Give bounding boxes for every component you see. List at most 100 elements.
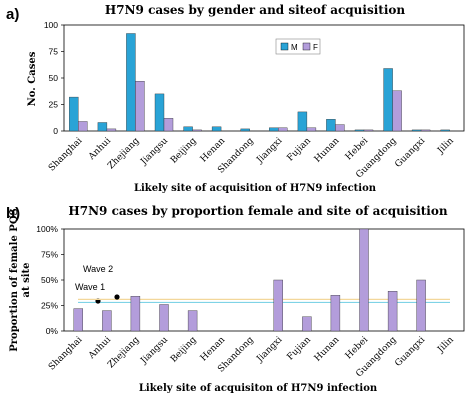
reference-marker-wave-2 bbox=[114, 294, 120, 300]
bar-m-fujian bbox=[297, 111, 308, 132]
chart-b-title: H7N9 cases by proportion female and site… bbox=[68, 204, 447, 218]
y-tick-label: 0 bbox=[53, 126, 58, 136]
chart-a-plot-area bbox=[63, 24, 465, 132]
y-tick-label: 75 bbox=[49, 47, 59, 57]
chart-a-xlabel: Likely site of acquisition of H7N9 infec… bbox=[134, 183, 377, 194]
y-tick-label: 100% bbox=[36, 224, 58, 234]
bar-f-zhejiang bbox=[135, 80, 145, 132]
bar-proportion-shanghai bbox=[73, 308, 84, 332]
bar-f-shanghai bbox=[78, 121, 88, 132]
reference-label-wave-1: Wave 1 bbox=[75, 282, 105, 292]
bar-m-jilin bbox=[440, 129, 450, 132]
x-tick-label-jilin: Jilin bbox=[435, 335, 456, 356]
legend-box bbox=[275, 38, 321, 55]
bar-proportion-beijing bbox=[187, 310, 198, 332]
bar-m-hebei bbox=[354, 129, 365, 132]
x-tick-label-hunan: Hunan bbox=[313, 136, 342, 165]
legend-label-f: F bbox=[313, 43, 318, 52]
bar-f-jiangsu bbox=[163, 118, 174, 132]
x-tick-label-hebei: Hebei bbox=[344, 335, 370, 361]
x-tick-label-zhejiang: Zhejiang bbox=[106, 335, 142, 371]
bar-m-jiangxi bbox=[269, 127, 279, 132]
bar-m-shandong bbox=[240, 128, 250, 132]
x-tick-label-fujian: Fujian bbox=[286, 136, 314, 164]
y-tick-label: 50 bbox=[49, 73, 59, 83]
bar-m-guangdong bbox=[383, 68, 393, 132]
chart-a-legend: M F bbox=[275, 38, 321, 55]
chart-a-ylabel: No. Cases bbox=[27, 51, 38, 106]
chart-b-bars bbox=[73, 228, 426, 332]
x-tick-label-guangxi: Guangxi bbox=[393, 136, 427, 170]
panel-label-b: b) bbox=[6, 205, 20, 222]
bar-proportion-guangdong bbox=[387, 291, 398, 332]
bar-m-anhui bbox=[97, 122, 108, 132]
x-tick-label-jiangxi: Jiangxi bbox=[254, 335, 284, 365]
bar-m-henan bbox=[211, 126, 222, 132]
x-tick-label-jiangsu: Jiangsu bbox=[138, 335, 170, 367]
x-tick-label-hunan: Hunan bbox=[313, 335, 342, 364]
bar-proportion-fujian bbox=[302, 316, 312, 332]
bar-proportion-zhejiang bbox=[130, 296, 141, 332]
x-tick-label-beijing: Beijing bbox=[169, 335, 199, 365]
y-tick-label: 0% bbox=[46, 326, 59, 336]
chart-a: a) H7N9 cases by gender and siteof acqui… bbox=[6, 3, 465, 194]
y-tick-label: 50% bbox=[41, 275, 58, 285]
x-tick-label-zhejiang: Zhejiang bbox=[106, 136, 142, 172]
bar-f-beijing bbox=[192, 129, 202, 132]
x-tick-label-jilin: Jilin bbox=[435, 136, 456, 157]
bar-m-hunan bbox=[326, 119, 336, 132]
x-tick-label-henan: Henan bbox=[199, 335, 228, 364]
bar-proportion-jiangsu bbox=[159, 304, 169, 332]
x-tick-label-fujian: Fujian bbox=[286, 335, 314, 363]
chart-b-ylabel-line-1: Proportion of female POS bbox=[9, 208, 20, 352]
x-tick-label-anhui: Anhui bbox=[86, 136, 113, 163]
y-tick-label: 75% bbox=[41, 250, 58, 260]
chart-b-plot-area bbox=[63, 228, 465, 332]
bar-proportion-hunan bbox=[330, 295, 341, 332]
legend-swatch-m bbox=[280, 42, 289, 51]
chart-b-xlabel: Likely site of acquisiton of H7N9 infect… bbox=[139, 383, 378, 394]
x-tick-label-henan: Henan bbox=[199, 136, 228, 165]
chart-b-ylabel: Proportion of female POS at site bbox=[9, 208, 32, 352]
x-tick-label-anhui: Anhui bbox=[86, 335, 113, 362]
reference-label-wave-2: Wave 2 bbox=[83, 264, 113, 274]
bar-m-beijing bbox=[183, 126, 193, 132]
bar-m-shanghai bbox=[69, 96, 79, 132]
x-tick-label-beijing: Beijing bbox=[169, 136, 199, 166]
y-tick-label: 25% bbox=[41, 301, 58, 311]
legend-swatch-f bbox=[302, 42, 311, 51]
chart-b-yticks: 0% 25% 50% 75% 100% bbox=[36, 224, 64, 336]
bar-m-jiangsu bbox=[154, 93, 165, 132]
bar-proportion-guangxi bbox=[416, 279, 426, 332]
chart-b: b) H7N9 cases by proportion female and s… bbox=[6, 204, 465, 394]
x-tick-label-shanghai: Shanghai bbox=[47, 136, 85, 174]
chart-a-bars bbox=[69, 33, 450, 132]
bar-f-hunan bbox=[335, 124, 345, 132]
bar-f-guangdong bbox=[392, 90, 402, 132]
x-tick-label-jiangxi: Jiangxi bbox=[254, 136, 284, 166]
bar-proportion-jiangxi bbox=[273, 279, 283, 332]
bar-m-guangxi bbox=[411, 129, 422, 132]
bar-proportion-hebei bbox=[359, 228, 369, 332]
x-tick-label-guangxi: Guangxi bbox=[393, 335, 427, 369]
chart-a-title: H7N9 cases by gender and siteof acquisit… bbox=[105, 3, 405, 17]
chart-b-ylabel-line-2: at site bbox=[21, 263, 32, 298]
chart-a-yticks: 0 25 50 75 100 bbox=[44, 20, 64, 136]
panel-label-a: a) bbox=[6, 6, 19, 23]
bar-proportion-anhui bbox=[102, 310, 112, 332]
bar-f-hebei bbox=[363, 129, 374, 132]
bar-f-anhui bbox=[106, 128, 117, 132]
legend-label-m: M bbox=[291, 43, 298, 52]
bar-f-jiangxi bbox=[278, 127, 288, 132]
x-tick-label-hebei: Hebei bbox=[344, 136, 370, 162]
bar-m-zhejiang bbox=[126, 33, 136, 132]
x-tick-label-jiangsu: Jiangsu bbox=[138, 136, 170, 168]
y-tick-label: 100 bbox=[44, 20, 58, 30]
y-tick-label: 25 bbox=[49, 100, 59, 110]
bar-f-guangxi bbox=[420, 129, 431, 132]
x-tick-label-shanghai: Shanghai bbox=[47, 335, 85, 373]
bar-f-fujian bbox=[306, 127, 317, 132]
